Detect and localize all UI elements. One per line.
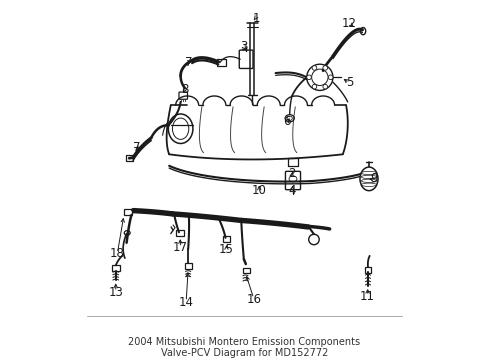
Text: 5: 5: [345, 76, 352, 89]
Text: 15: 15: [219, 243, 233, 256]
Bar: [176, 230, 183, 236]
Text: 17: 17: [173, 241, 188, 254]
Circle shape: [306, 75, 311, 80]
Text: 2004 Mitsubishi Montero Emission Components
Valve-PCV Diagram for MD152772: 2004 Mitsubishi Montero Emission Compone…: [128, 337, 360, 358]
Text: 10: 10: [251, 184, 266, 197]
Text: 3: 3: [239, 40, 247, 53]
Text: 11: 11: [359, 290, 374, 303]
Circle shape: [328, 75, 332, 80]
Text: 14: 14: [178, 296, 193, 309]
Text: 4: 4: [287, 184, 295, 197]
Text: 9: 9: [369, 172, 377, 185]
Circle shape: [322, 66, 327, 70]
Bar: [123, 209, 132, 215]
Circle shape: [311, 66, 316, 70]
Ellipse shape: [359, 167, 377, 191]
Circle shape: [311, 84, 316, 89]
Text: 7: 7: [184, 56, 192, 69]
Bar: [184, 263, 192, 269]
Bar: [364, 267, 370, 273]
Bar: [125, 155, 133, 161]
Text: 16: 16: [245, 293, 261, 306]
Text: 6: 6: [283, 115, 290, 128]
Text: 13: 13: [108, 286, 123, 299]
Bar: [223, 236, 230, 242]
Text: 12: 12: [341, 17, 356, 30]
Text: 2: 2: [287, 167, 295, 180]
Bar: [242, 267, 249, 273]
Bar: [112, 265, 120, 271]
Text: 18: 18: [110, 247, 124, 260]
Circle shape: [322, 84, 327, 89]
Bar: [216, 59, 225, 66]
Text: 1: 1: [252, 12, 259, 25]
Text: 7: 7: [132, 141, 140, 154]
Text: 8: 8: [181, 83, 188, 96]
